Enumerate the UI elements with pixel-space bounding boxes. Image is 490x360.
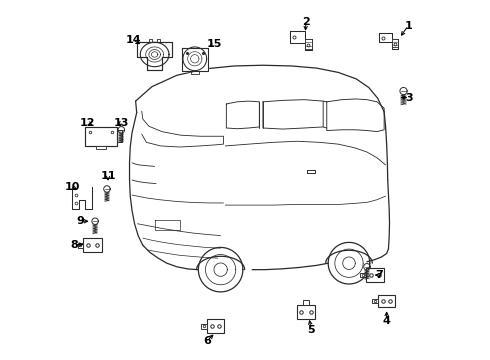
Bar xyxy=(392,39,398,48)
Text: 14: 14 xyxy=(125,35,141,45)
Bar xyxy=(366,268,384,282)
Bar xyxy=(372,299,378,303)
Text: 12: 12 xyxy=(80,118,96,128)
Text: 3: 3 xyxy=(405,93,413,103)
Polygon shape xyxy=(379,33,398,49)
Text: 6: 6 xyxy=(203,336,211,346)
Bar xyxy=(297,305,315,319)
Text: 9: 9 xyxy=(77,216,85,226)
Polygon shape xyxy=(72,187,92,209)
Bar xyxy=(360,273,366,278)
Text: 4: 4 xyxy=(383,316,391,325)
Text: 10: 10 xyxy=(65,182,80,192)
Text: 13: 13 xyxy=(114,118,129,128)
Text: 2: 2 xyxy=(302,17,310,27)
Bar xyxy=(83,238,102,252)
Text: 8: 8 xyxy=(71,239,78,249)
Text: 7: 7 xyxy=(376,270,383,280)
Bar xyxy=(201,324,207,329)
Bar xyxy=(117,130,122,142)
Bar xyxy=(305,39,312,49)
Bar xyxy=(303,300,309,305)
Bar xyxy=(378,295,395,307)
Polygon shape xyxy=(290,31,312,50)
Text: 11: 11 xyxy=(100,171,116,181)
Text: 5: 5 xyxy=(308,325,315,335)
Text: 1: 1 xyxy=(404,21,412,31)
Bar xyxy=(85,127,117,145)
Bar xyxy=(207,319,224,333)
Bar xyxy=(77,243,83,248)
Text: 15: 15 xyxy=(207,39,222,49)
Bar xyxy=(96,145,105,149)
Polygon shape xyxy=(137,41,172,70)
Polygon shape xyxy=(182,48,208,71)
